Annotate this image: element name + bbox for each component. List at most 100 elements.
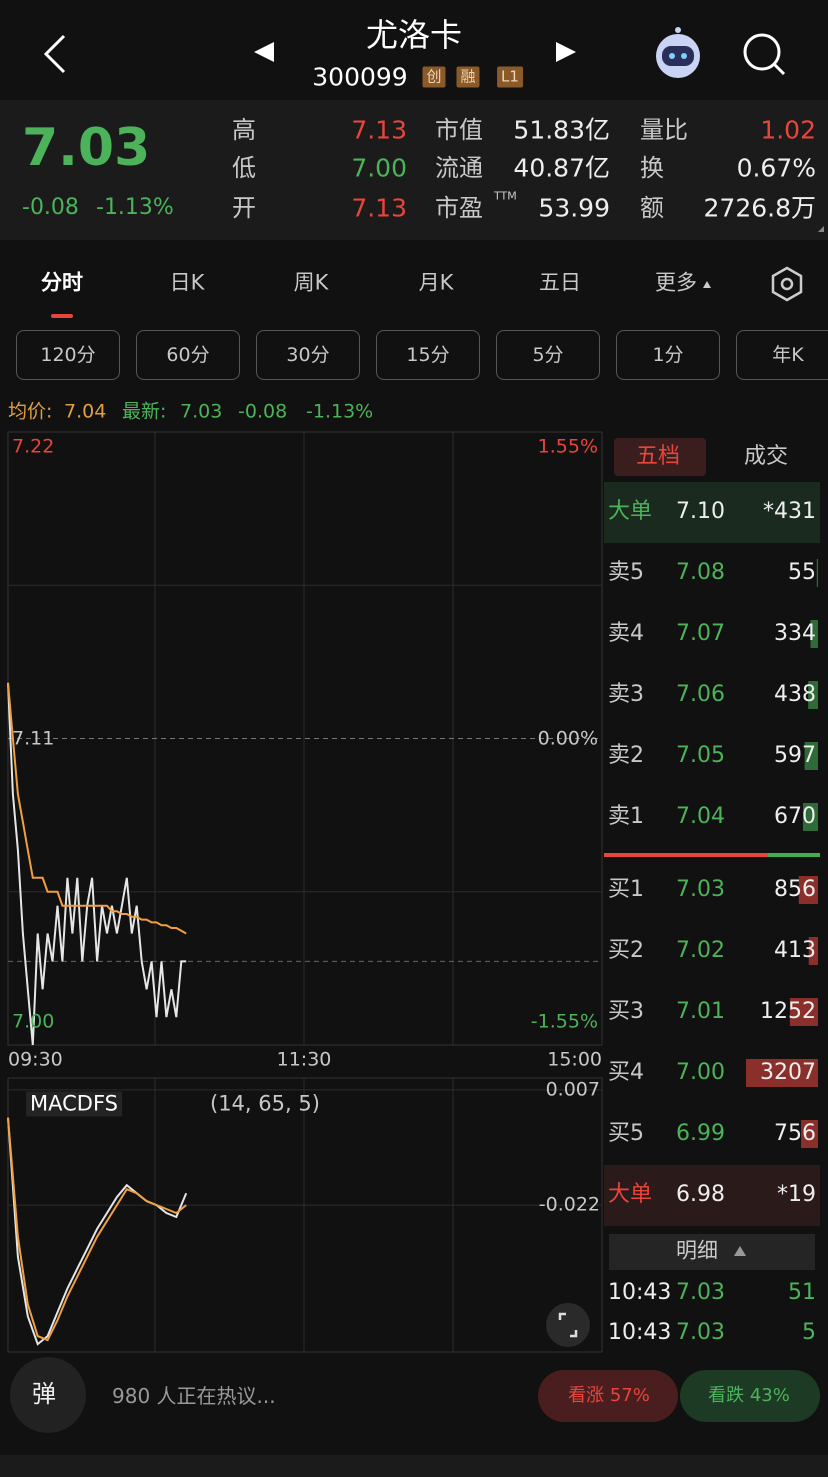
tab[interactable]: 分时 [41, 270, 83, 295]
indicator-name[interactable]: MACDFS [26, 1091, 122, 1117]
y-tick-label: 7.22 [12, 435, 55, 458]
interval-button[interactable]: 1分 [616, 330, 720, 380]
book-price: 7.08 [676, 560, 725, 585]
y-tick-label: -0.022 [538, 1193, 600, 1216]
interval-button[interactable]: 年K [736, 330, 828, 380]
big-order-price: 6.98 [676, 1182, 725, 1207]
stat-label: 额 [640, 194, 664, 222]
more-arrow [703, 281, 711, 288]
badge: 创 [422, 66, 446, 88]
stat-sup: TTM [494, 189, 517, 203]
interval-button[interactable]: 30分 [256, 330, 360, 380]
book-label: 卖2 [608, 743, 644, 768]
volume-bar [801, 1120, 818, 1148]
stat-value: 7.00 [351, 153, 407, 183]
book-volume: 756 [774, 1121, 816, 1146]
stat-value: 40.87亿 [513, 153, 610, 183]
indicator-params: (14, 65, 5) [210, 1091, 320, 1116]
discussion[interactable]: 980 人正在热议... [112, 1384, 276, 1408]
book-label: 卖1 [608, 804, 644, 829]
book-price: 7.06 [676, 682, 725, 707]
book-label: 买3 [608, 999, 644, 1024]
summary-latest: 7.03 [180, 400, 223, 423]
assistant-icon[interactable] [656, 27, 700, 78]
book-volume: 597 [774, 743, 816, 768]
stat-label: 市盈 [435, 194, 483, 222]
series-line [7, 682, 187, 1046]
interval-button[interactable]: 60分 [136, 330, 240, 380]
book-label: 买1 [608, 877, 644, 902]
x-tick-label: 15:00 [547, 1048, 602, 1071]
summary-change: -0.08 [238, 400, 288, 423]
y-tick-label: 0.007 [545, 1078, 600, 1101]
book-price: 7.02 [676, 938, 725, 963]
tab[interactable]: 周K [293, 270, 329, 295]
trade-time: 10:43 [608, 1280, 672, 1305]
x-tick-label: 09:30 [8, 1048, 63, 1071]
detail-title[interactable]: 明细 [676, 1238, 718, 1263]
bottom-strip [0, 1455, 828, 1477]
last-price: 7.03 [22, 118, 151, 178]
book-label: 买4 [608, 1060, 644, 1085]
stat-value: 0.67% [736, 153, 816, 183]
book-price: 7.07 [676, 621, 725, 646]
danmu-button-bg[interactable] [10, 1357, 86, 1433]
series-line [7, 682, 187, 935]
trade-time: 10:43 [608, 1320, 672, 1345]
book-label: 卖5 [608, 560, 644, 585]
next-stock[interactable] [556, 42, 576, 62]
book-label: 买5 [608, 1121, 644, 1146]
series-line [7, 1117, 187, 1342]
book-label: 卖4 [608, 621, 644, 646]
book-tab[interactable]: 五档 [635, 444, 681, 469]
bearish-bg[interactable] [680, 1370, 820, 1422]
volume-bar [816, 559, 818, 587]
search-icon[interactable] [743, 33, 786, 76]
bullish-bg[interactable] [538, 1370, 678, 1422]
book-volume: 334 [774, 621, 816, 646]
interval-button[interactable]: 15分 [376, 330, 480, 380]
trade-volume: 5 [802, 1320, 816, 1345]
stat-label: 高 [232, 116, 256, 144]
book-price: 7.01 [676, 999, 725, 1024]
bearish[interactable]: 看跌 43% [708, 1385, 790, 1406]
book-label: 买2 [608, 938, 644, 963]
detail-arrow [734, 1246, 746, 1256]
volume-bar [804, 742, 818, 770]
change: -0.08 [22, 195, 79, 220]
volume-bar [798, 876, 818, 904]
volume-bar [789, 998, 818, 1026]
book-tab[interactable]: 成交 [743, 444, 789, 469]
tab[interactable]: 更多 [655, 270, 697, 295]
stat-label: 开 [232, 194, 256, 222]
y-tick-label: 7.11 [12, 727, 55, 749]
prev-stock[interactable] [254, 42, 274, 62]
summary-change-pct: -1.13% [306, 400, 374, 423]
stock-title: 尤洛卡 [365, 16, 463, 54]
interval-button[interactable]: 5分 [496, 330, 600, 380]
back-button[interactable] [43, 34, 66, 74]
y2-tick-label: -1.55% [530, 1010, 598, 1033]
summary-latest-label: 最新: [122, 400, 167, 423]
volume-bar [746, 1059, 818, 1087]
book-volume: 1252 [760, 999, 816, 1024]
settings-icon[interactable] [771, 266, 803, 302]
y2-tick-label: 0.00% [537, 727, 598, 749]
tab[interactable]: 月K [418, 270, 454, 295]
fullscreen-button[interactable] [546, 1303, 590, 1347]
tab-active-bg [614, 438, 706, 476]
book-volume: 55 [788, 560, 816, 585]
bullish[interactable]: 看涨 57% [568, 1385, 650, 1406]
badge: L1 [497, 66, 523, 88]
danmu-button[interactable]: 弹 [32, 1380, 56, 1408]
book-volume: 438 [774, 682, 816, 707]
book-price: 7.05 [676, 743, 725, 768]
book-price: 7.00 [676, 1060, 725, 1085]
series-line [7, 1117, 188, 1346]
book-volume: 670 [774, 804, 816, 829]
tab[interactable]: 五日 [539, 270, 581, 295]
book-price: 7.04 [676, 804, 725, 829]
tab[interactable]: 日K [169, 270, 205, 295]
interval-button[interactable]: 120分 [16, 330, 120, 380]
